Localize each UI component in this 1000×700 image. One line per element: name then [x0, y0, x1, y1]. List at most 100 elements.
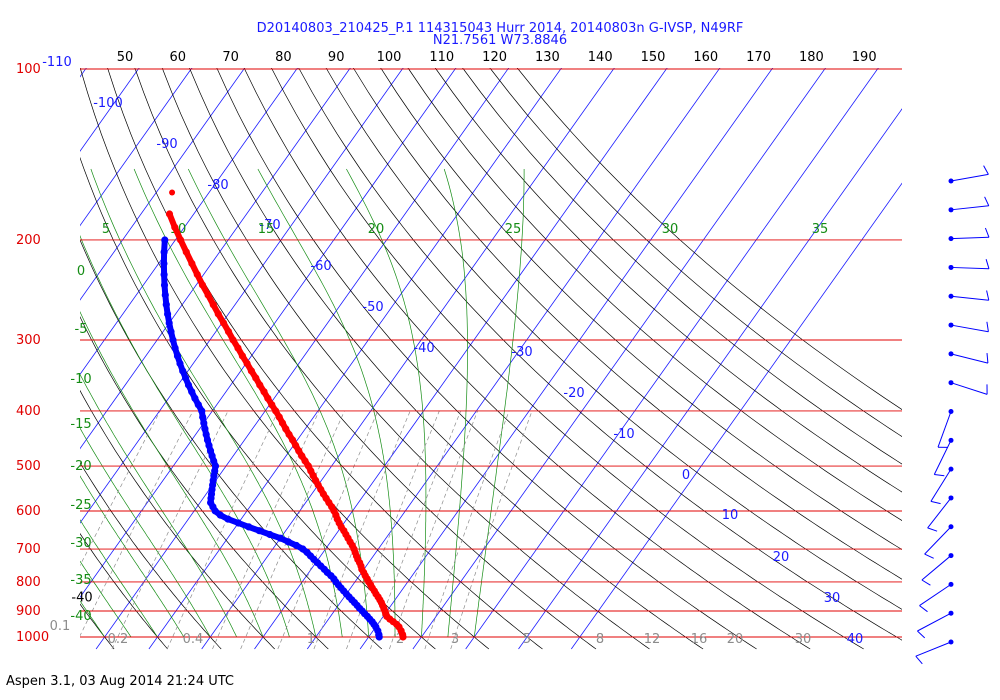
mixing-ratio-label: 1 [307, 632, 315, 647]
wind-barb [948, 290, 990, 301]
dry-adiabat-line [161, 68, 650, 650]
isotherm-label: 0 [682, 468, 690, 483]
moist-adiabat-line [90, 168, 317, 638]
wind-barbs [915, 165, 990, 665]
wind-barb [948, 321, 989, 333]
top-axis-label: 150 [641, 50, 666, 65]
isotherm-label: 10 [722, 508, 739, 523]
isotherm-line [306, 68, 721, 650]
isotherm-line [80, 68, 193, 227]
mixing-ratio-label: 3 [451, 632, 459, 647]
top-axis-label: 50 [117, 50, 134, 65]
pressure-label: 100 [16, 62, 41, 77]
moist-adiabat-label: -30 [70, 536, 91, 551]
moist-adiabat-line [80, 373, 238, 638]
isotherm-line [80, 68, 404, 524]
mixing-ratio-line [111, 410, 229, 650]
dry-adiabat-line [434, 68, 902, 493]
wind-barb [933, 437, 954, 477]
top-axis-label: 110 [429, 50, 454, 65]
wind-barb [948, 196, 990, 213]
wind-barb [948, 227, 990, 242]
isotherm-line [412, 68, 826, 650]
mixing-ratio-line [240, 410, 345, 650]
top-axis-label: 170 [746, 50, 771, 65]
moist-adiabat-label: 25 [505, 222, 522, 237]
left-axis-label: -40 [71, 590, 92, 605]
isotherm-label: -70 [259, 218, 280, 233]
isotherm-line [80, 68, 351, 450]
mixing-ratio-label: 0.4 [183, 632, 204, 647]
wind-barb [948, 380, 988, 395]
isotherm-line [80, 68, 298, 375]
moist-adiabat-label: 5 [102, 222, 110, 237]
dry-adiabat-line [80, 156, 436, 650]
dry-adiabat-line [80, 532, 168, 650]
isotherm-label: -20 [563, 386, 584, 401]
moist-adiabat-label: 15 [258, 222, 275, 237]
top-axis-label: 90 [328, 50, 345, 65]
top-axis-label: 80 [275, 50, 292, 65]
pressure-label: 500 [16, 459, 41, 474]
footer-text: Aspen 3.1, 03 Aug 2014 21:24 UTC [6, 674, 234, 689]
wind-barb [948, 165, 989, 184]
isotherm-line [80, 68, 246, 301]
mixing-ratio-label: 8 [596, 632, 604, 647]
left-axis-label: -110 [42, 55, 72, 70]
mixing-ratio-label: 30 [795, 632, 812, 647]
mixing-ratio-label: 16 [691, 632, 708, 647]
moist-adiabat-label: -15 [70, 417, 91, 432]
moist-adiabat-label: -5 [75, 322, 88, 337]
isotherm-label: -60 [310, 259, 331, 274]
pressure-label: 1000 [16, 630, 49, 645]
dry-adiabat-line [80, 316, 329, 650]
top-axis-label: 190 [852, 50, 877, 65]
pressure-label: 300 [16, 333, 41, 348]
top-axis-label: 100 [377, 50, 402, 65]
chart-header-line1: D20140803_210425_P.1 114315043 Hurr 2014… [257, 21, 744, 36]
pressure-label: 700 [16, 542, 41, 557]
dry-adiabat-line [80, 239, 383, 650]
thermo-grid [80, 68, 902, 650]
wind-barb [930, 466, 954, 505]
wind-barb [924, 524, 954, 559]
wind-barb [948, 351, 989, 364]
sounding-profiles [160, 189, 407, 641]
isotherm-label: -40 [413, 341, 434, 356]
mixing-ratio-label: 0.1 [50, 619, 71, 634]
mixing-ratio-label: 12 [644, 632, 661, 647]
pressure-label: 800 [16, 575, 41, 590]
isotherm-label: 20 [773, 550, 790, 565]
wind-barb [937, 409, 954, 448]
moist-adiabat-line [187, 168, 369, 637]
isotherm-label: -50 [362, 300, 383, 315]
isotherm-label: 30 [824, 591, 841, 606]
dry-adiabat-line [216, 68, 757, 650]
isotherm-label: -90 [156, 137, 177, 152]
moist-adiabat-label: 0 [77, 264, 85, 279]
dry-adiabat-line [189, 68, 704, 650]
temperature-point-line [166, 212, 406, 638]
isotherm-label: -30 [511, 345, 532, 360]
moist-adiabat-label: -20 [70, 459, 91, 474]
moist-adiabat-label: 35 [812, 222, 829, 237]
dry-adiabat-line [380, 68, 902, 550]
dry-adiabat-line [516, 68, 902, 411]
isotherm-label: 40 [847, 632, 864, 647]
isotherm-line [80, 68, 457, 599]
moist-adiabat-label: -35 [70, 573, 91, 588]
mixing-ratio-line [80, 410, 194, 637]
dry-adiabat-line [80, 461, 222, 650]
wind-barb [927, 495, 954, 532]
moist-adiabat-line [80, 519, 158, 638]
moist-adiabat-label: -10 [70, 372, 91, 387]
top-axis-label: 70 [222, 50, 239, 65]
moist-adiabat-label: 30 [662, 222, 679, 237]
isotherm-line [359, 68, 774, 650]
moist-adiabat-label: -25 [70, 498, 91, 513]
mixing-ratio-line [166, 410, 279, 650]
moist-adiabat-line [443, 168, 468, 638]
moist-adiabat-label: -40 [70, 609, 91, 624]
